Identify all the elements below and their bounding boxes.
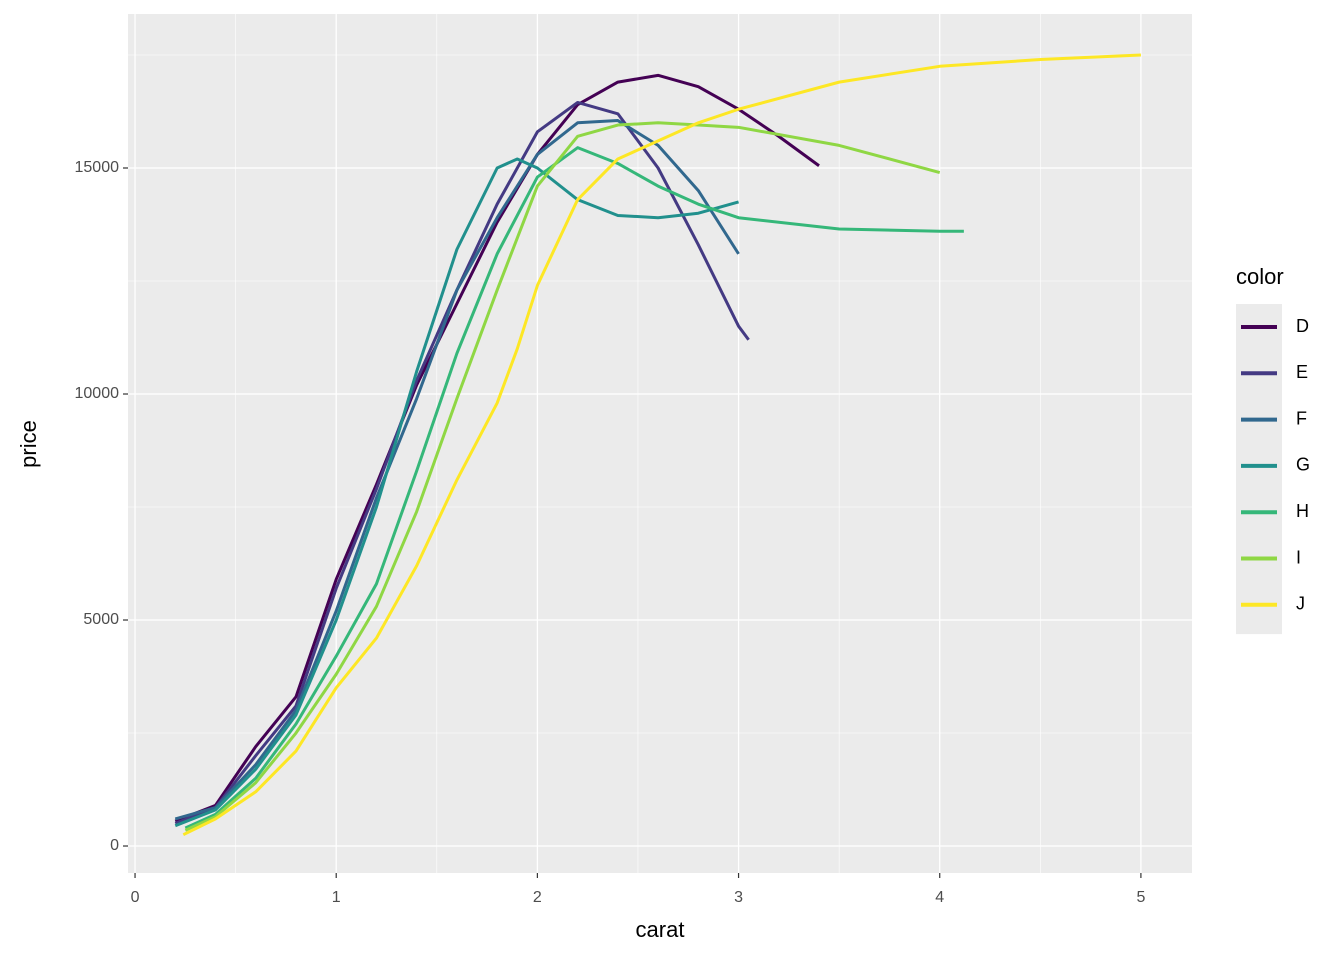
x-tick-label: 2 — [533, 889, 542, 906]
x-tick-label: 5 — [1136, 889, 1145, 906]
x-tick-label: 4 — [935, 889, 944, 906]
line — [174, 73, 820, 823]
panel — [128, 14, 1192, 873]
x-axis-title: carat — [636, 917, 685, 942]
legend-label: H — [1296, 501, 1309, 521]
y-tick-label: 15000 — [75, 159, 120, 176]
legend-label: G — [1296, 455, 1310, 475]
legend-label: I — [1296, 547, 1301, 567]
line — [182, 53, 1141, 837]
x-tick-label: 1 — [332, 889, 341, 906]
line — [184, 146, 964, 830]
y-tick-label: 10000 — [75, 385, 120, 402]
line — [184, 121, 941, 832]
line — [174, 157, 739, 828]
y-tick-label: 5000 — [83, 611, 119, 628]
legend-label: D — [1296, 316, 1309, 336]
x-tick-label: 0 — [131, 889, 140, 906]
line — [174, 119, 740, 821]
legend-label: E — [1296, 362, 1308, 382]
y-axis-title: price — [16, 420, 41, 468]
legend-background — [1236, 304, 1282, 635]
y-tick-label: 0 — [110, 837, 119, 854]
legend-title: color — [1236, 264, 1284, 289]
legend-label: F — [1296, 408, 1307, 428]
line — [174, 100, 750, 825]
legend-label: J — [1296, 594, 1305, 614]
x-tick-label: 3 — [734, 889, 743, 906]
